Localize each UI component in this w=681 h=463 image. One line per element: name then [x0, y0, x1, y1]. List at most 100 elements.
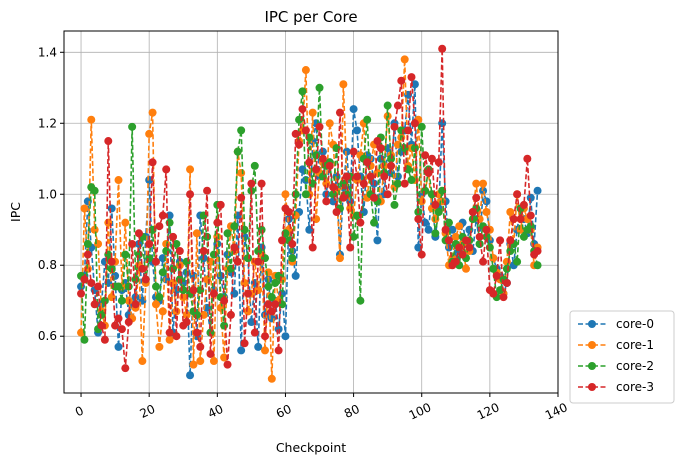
legend-item-core-1: core-1	[578, 338, 654, 352]
data-point	[104, 137, 113, 146]
x-tick-label: 20	[138, 402, 158, 421]
data-point	[526, 211, 535, 220]
data-point	[165, 335, 174, 344]
data-point	[271, 278, 280, 287]
data-point	[83, 239, 92, 248]
data-point	[526, 193, 535, 202]
data-point	[254, 247, 263, 256]
data-point	[291, 271, 300, 280]
data-point	[431, 200, 440, 209]
data-point	[90, 186, 99, 195]
data-point	[247, 179, 256, 188]
data-point	[400, 179, 409, 188]
x-tick-label: 60	[274, 402, 294, 421]
data-point	[151, 257, 160, 266]
data-point	[342, 172, 351, 181]
data-point	[264, 282, 273, 291]
data-point	[155, 222, 164, 231]
data-point	[417, 122, 426, 131]
data-point	[243, 289, 252, 298]
data-point	[427, 154, 436, 163]
data-point	[243, 307, 252, 316]
data-point	[312, 151, 321, 160]
data-point	[312, 165, 321, 174]
data-point	[240, 278, 249, 287]
data-point	[267, 293, 276, 302]
data-point	[172, 332, 181, 341]
data-point	[223, 360, 232, 369]
data-point	[97, 321, 106, 330]
data-point	[121, 364, 130, 373]
series-core-3	[77, 44, 542, 373]
data-point	[216, 200, 225, 209]
data-point	[475, 232, 484, 241]
data-point	[513, 190, 522, 199]
x-tick-label: 140	[543, 400, 570, 422]
data-point	[298, 105, 307, 114]
legend-item-core-3: core-3	[578, 380, 654, 394]
data-point	[393, 101, 402, 110]
data-point	[305, 133, 314, 142]
data-point	[162, 247, 171, 256]
data-point	[390, 200, 399, 209]
legend-label: core-2	[616, 359, 654, 373]
data-point	[131, 300, 140, 309]
data-point	[346, 243, 355, 252]
data-point	[162, 239, 171, 248]
data-point	[284, 208, 293, 216]
data-point	[87, 115, 96, 124]
data-point	[496, 236, 505, 245]
data-point	[169, 278, 178, 287]
data-point	[243, 254, 252, 263]
data-point	[342, 147, 351, 156]
x-tick-label: 0	[73, 403, 86, 419]
data-point	[352, 172, 361, 181]
y-tick-label: 1.0	[38, 187, 57, 201]
data-point	[77, 328, 86, 337]
data-point	[349, 232, 358, 241]
data-point	[80, 335, 89, 344]
data-point	[189, 360, 198, 369]
legend-marker	[588, 362, 596, 370]
data-point	[472, 193, 481, 202]
data-point	[492, 271, 501, 280]
data-point	[325, 161, 334, 170]
data-point	[404, 126, 413, 135]
data-point	[111, 321, 120, 330]
data-point	[233, 147, 242, 156]
data-point	[80, 275, 89, 284]
data-point	[451, 257, 460, 266]
data-point	[230, 222, 239, 231]
data-point	[533, 247, 542, 256]
data-point	[182, 318, 191, 327]
data-point	[186, 165, 195, 174]
data-point	[237, 168, 246, 177]
data-point	[523, 154, 532, 163]
data-point	[526, 222, 535, 231]
data-point	[169, 232, 178, 241]
data-point	[349, 105, 358, 114]
data-point	[489, 289, 498, 298]
data-point	[117, 296, 126, 305]
data-point	[421, 151, 430, 160]
data-point	[148, 158, 157, 167]
data-point	[172, 307, 181, 316]
data-point	[87, 278, 96, 287]
data-point	[465, 243, 474, 252]
data-point	[441, 225, 450, 234]
data-point	[203, 186, 212, 195]
data-point	[151, 282, 160, 291]
data-point	[468, 208, 477, 216]
data-point	[240, 339, 249, 348]
data-point	[124, 296, 133, 305]
legend-label: core-0	[616, 317, 654, 331]
data-point	[455, 222, 464, 231]
data-point	[482, 208, 491, 216]
data-point	[332, 208, 341, 216]
data-point	[121, 250, 130, 259]
data-point	[434, 208, 443, 216]
legend-item-core-0: core-0	[578, 317, 654, 331]
data-point	[519, 232, 528, 241]
data-point	[261, 254, 270, 263]
y-tick-label: 1.4	[38, 45, 57, 59]
